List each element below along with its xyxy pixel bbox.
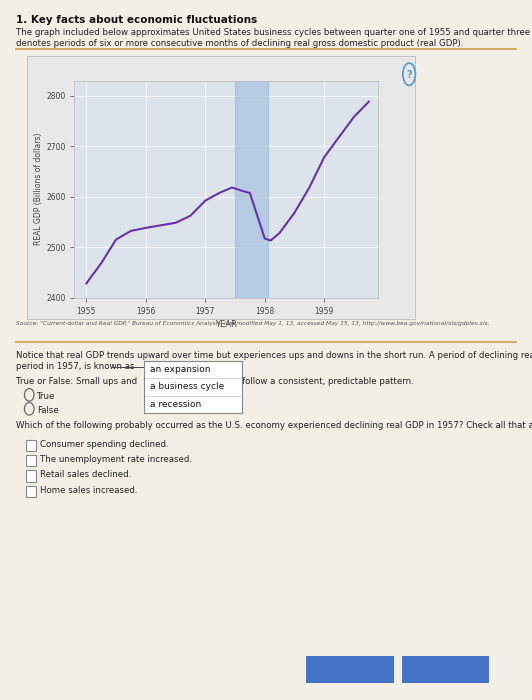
- Text: Which of the following probably occurred as the U.S. economy experienced declini: Which of the following probably occurred…: [16, 421, 532, 430]
- Text: The graph included below approximates United States business cycles between quar: The graph included below approximates Un…: [16, 28, 532, 37]
- Text: a recession: a recession: [149, 400, 201, 409]
- Text: Notice that real GDP trends upward over time but experiences ups and downs in th: Notice that real GDP trends upward over …: [16, 351, 532, 360]
- Text: ▼: ▼: [200, 362, 205, 368]
- Text: Home sales increased.: Home sales increased.: [40, 486, 137, 495]
- Text: 1. Key facts about economic fluctuations: 1. Key facts about economic fluctuations: [16, 15, 257, 25]
- Text: True: True: [37, 392, 56, 401]
- Text: Source: "Current-dollar and Real GDP," Bureau of Economics Analysis, last modifi: Source: "Current-dollar and Real GDP," B…: [16, 321, 489, 326]
- Text: an expansion: an expansion: [149, 365, 210, 374]
- Text: Consumer spending declined.: Consumer spending declined.: [40, 440, 169, 449]
- Text: ?: ?: [406, 70, 412, 80]
- Text: denotes periods of six or more consecutive months of declining real gross domest: denotes periods of six or more consecuti…: [16, 38, 463, 48]
- Text: True or False: Small ups and: True or False: Small ups and: [16, 377, 137, 386]
- Text: follow a consistent, predictable pattern.: follow a consistent, predictable pattern…: [242, 377, 414, 386]
- Text: period in 1957, is known as: period in 1957, is known as: [16, 362, 135, 371]
- Text: Retail sales declined.: Retail sales declined.: [40, 470, 131, 480]
- Text: a business cycle: a business cycle: [149, 382, 224, 391]
- Bar: [235, 80, 268, 298]
- Text: The unemployment rate increased.: The unemployment rate increased.: [40, 455, 192, 464]
- Y-axis label: REAL GDP (Billions of dollars): REAL GDP (Billions of dollars): [34, 133, 43, 245]
- X-axis label: YEAR: YEAR: [215, 320, 237, 329]
- Text: False: False: [37, 406, 59, 415]
